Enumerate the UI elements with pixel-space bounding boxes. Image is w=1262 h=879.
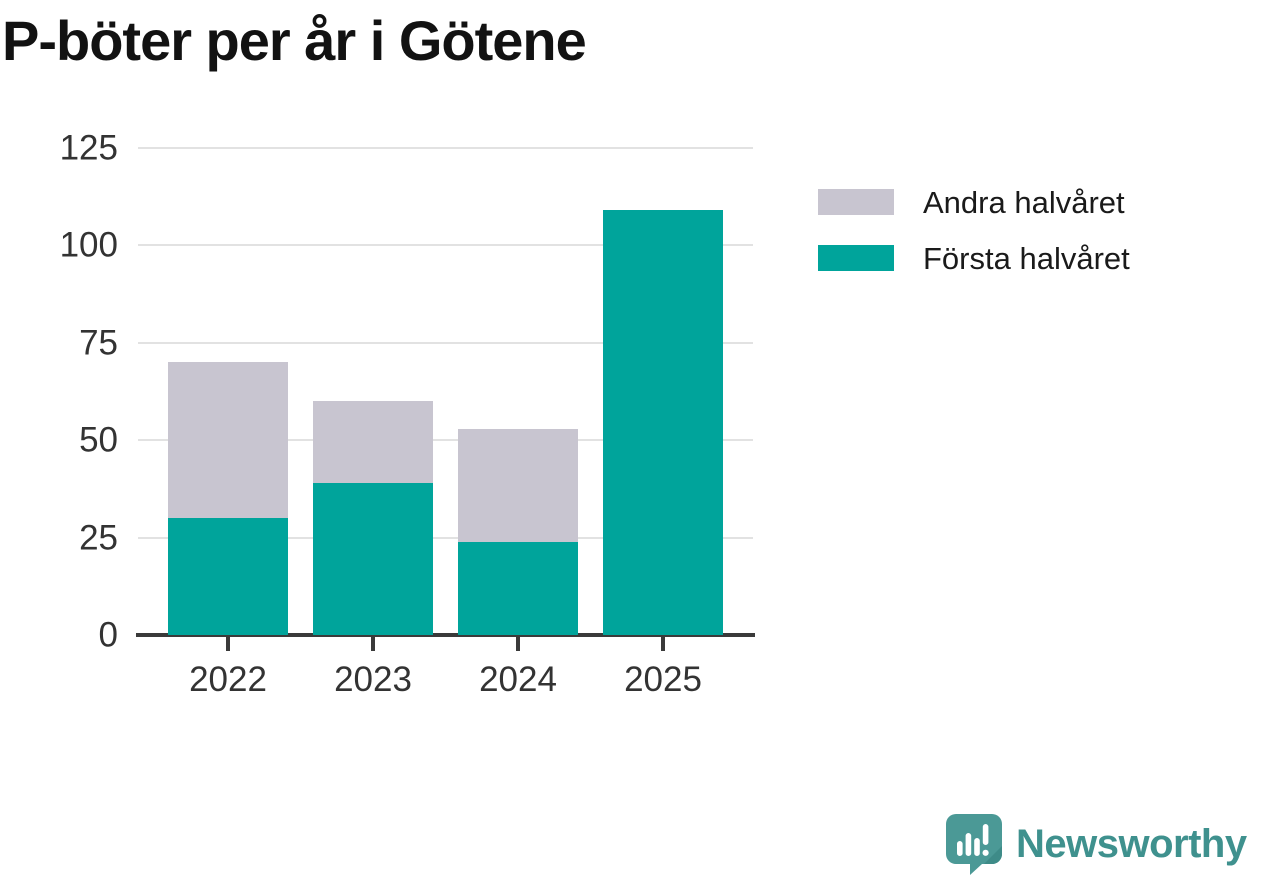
bar-2022-andra: [168, 362, 288, 519]
y-tick-label: 75: [79, 323, 118, 363]
bar-2023-forsta: [313, 483, 433, 635]
x-axis-line: [136, 633, 755, 637]
legend: Andra halvåret Första halvåret: [818, 186, 1130, 298]
bar-2024-andra: [458, 428, 578, 542]
legend-swatch: [818, 189, 894, 215]
legend-label: Första halvåret: [923, 240, 1130, 276]
brand-name: Newsworthy: [1016, 822, 1247, 866]
y-tick-label: 50: [79, 420, 118, 460]
gridline-100: [138, 244, 753, 247]
x-tick-label: 2024: [479, 660, 557, 699]
plot-area: [136, 147, 755, 637]
x-tick-2022: [226, 635, 230, 651]
x-tick-2023: [371, 635, 375, 651]
gridline-125: [138, 147, 753, 149]
gridline-25: [138, 536, 753, 539]
legend-item-andra: Andra halvåret: [818, 186, 1130, 218]
y-tick-label: 0: [98, 615, 118, 655]
x-tick-label: 2022: [189, 660, 267, 699]
x-tick-label: 2025: [624, 660, 702, 699]
chart-title: P-böter per år i Götene: [2, 9, 587, 72]
y-tick-label: 25: [79, 518, 118, 558]
legend-label: Andra halvåret: [923, 184, 1125, 220]
x-tick-2025: [661, 635, 665, 651]
legend-item-forsta: Första halvåret: [818, 242, 1130, 274]
x-tick-label: 2023: [334, 660, 412, 699]
gridline-75: [138, 341, 753, 344]
gridline-50: [138, 439, 753, 442]
newsworthy-icon: [946, 814, 1002, 875]
legend-swatch: [818, 245, 894, 271]
brand-logo: Newsworthy: [946, 814, 1247, 875]
bar-2025-forsta: [603, 210, 723, 635]
y-tick-label: 125: [59, 128, 118, 168]
x-tick-2024: [516, 635, 520, 651]
bar-2023-andra: [313, 401, 433, 484]
x-axis-labels: 2022 2023 2024 2025: [138, 658, 753, 702]
y-axis: 0 25 50 75 100 125: [0, 131, 118, 653]
y-tick-label: 100: [59, 225, 118, 265]
bar-2022-forsta: [168, 518, 288, 635]
bar-2024-forsta: [458, 541, 578, 635]
